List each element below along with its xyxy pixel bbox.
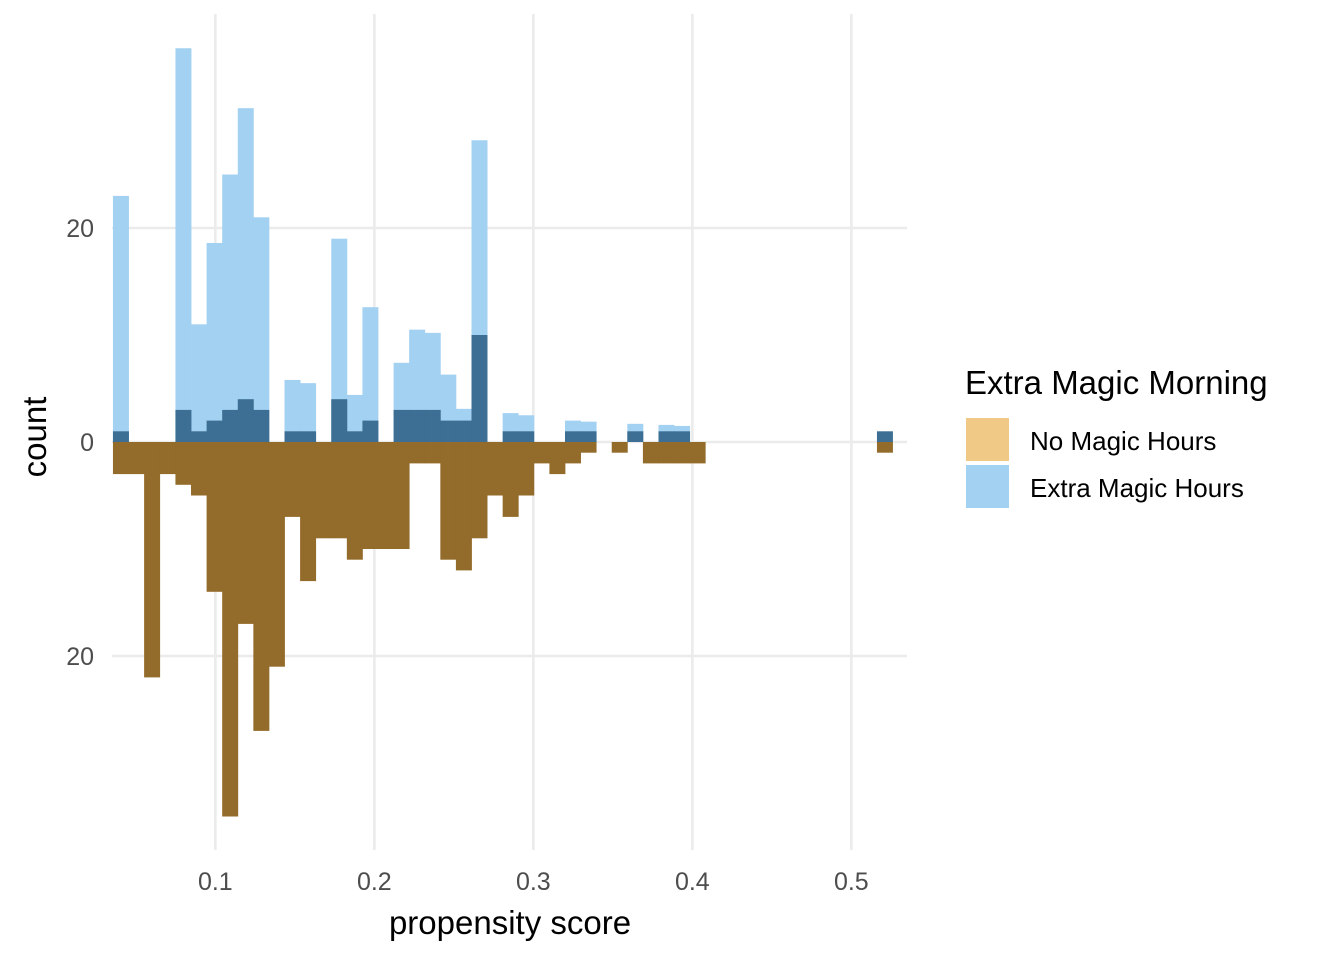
bar-series1-8 — [300, 431, 317, 442]
bar-series0-1 — [175, 48, 192, 443]
bar-series0-4 — [222, 174, 239, 442]
x-tick-label-0: 0.1 — [198, 868, 233, 896]
y-tick-label-2: 20 — [66, 643, 94, 671]
bar-series1-19 — [518, 431, 535, 442]
bar-series2-35 — [689, 442, 706, 464]
bar-series2-0 — [112, 442, 129, 475]
bar-series1-9 — [331, 399, 348, 442]
bar-series2-22 — [455, 442, 472, 571]
bar-series1-25 — [876, 431, 893, 442]
bar-series1-4 — [222, 409, 239, 442]
legend-label-extra-magic-hours: Extra Magic Hours — [1030, 473, 1244, 503]
bar-series0-0 — [112, 195, 129, 442]
bar-series2-4 — [175, 442, 192, 485]
x-tick-label-1: 0.2 — [357, 868, 392, 896]
x-axis-ticks: 0.1 0.2 0.3 0.4 0.5 — [198, 868, 869, 896]
bar-series1-5 — [237, 399, 254, 442]
bar-series0-12 — [362, 307, 379, 442]
legend-title: Extra Magic Morning — [965, 364, 1268, 401]
bar-series2-8 — [237, 442, 254, 624]
bar-series2-36 — [876, 442, 893, 453]
bar-series2-13 — [315, 442, 332, 539]
bar-series2-5 — [191, 442, 208, 496]
bar-series2-9 — [253, 442, 270, 731]
y-axis-ticks: 20 0 20 — [66, 215, 94, 671]
bar-series2-23 — [471, 442, 488, 539]
bar-series2-28 — [549, 442, 566, 475]
bar-series1-0 — [112, 431, 129, 442]
bar-series1-14 — [424, 409, 441, 442]
legend-swatch-no-magic-hours — [966, 418, 1009, 461]
bar-series2-2 — [144, 442, 161, 678]
bar-series1-23 — [658, 431, 675, 442]
bar-series1-1 — [175, 409, 192, 442]
bar-series0-7 — [284, 379, 301, 442]
y-tick-label-1: 0 — [80, 429, 94, 457]
bar-series2-11 — [284, 442, 301, 517]
bar-series0-10 — [331, 238, 348, 442]
bar-series2-15 — [346, 442, 363, 560]
bar-series2-25 — [502, 442, 519, 517]
bar-series0-11 — [346, 394, 363, 442]
bar-series0-6 — [253, 217, 270, 442]
bar-series1-7 — [284, 431, 301, 442]
bar-series2-17 — [378, 442, 394, 549]
bar-series2-29 — [564, 442, 581, 464]
bar-series1-3 — [206, 420, 223, 442]
bar-series2-30 — [580, 442, 597, 453]
bar-series1-15 — [440, 420, 457, 442]
bar-series2-27 — [533, 442, 550, 464]
bar-series2-20 — [424, 442, 441, 464]
bar-series1-6 — [253, 409, 270, 442]
legend-swatch-extra-magic-hours — [966, 465, 1009, 508]
bar-series1-12 — [393, 409, 410, 442]
bar-series2-14 — [331, 442, 348, 539]
bar-series2-33 — [658, 442, 675, 464]
bar-series2-18 — [393, 442, 410, 549]
bar-series2-16 — [362, 442, 379, 549]
bar-series2-1 — [128, 442, 145, 475]
bar-series2-21 — [440, 442, 457, 560]
x-tick-label-4: 0.5 — [834, 868, 869, 896]
y-axis-title: count — [16, 397, 53, 478]
bar-series0-3 — [206, 242, 223, 442]
bar-series2-7 — [222, 442, 239, 817]
bar-series0-5 — [237, 108, 254, 442]
bar-series1-20 — [564, 431, 581, 442]
x-tick-label-2: 0.3 — [516, 868, 551, 896]
bar-series0-8 — [300, 383, 317, 442]
y-tick-label-0: 20 — [66, 215, 94, 243]
bar-series1-2 — [191, 431, 208, 442]
bar-series2-34 — [674, 442, 691, 464]
bar-series2-3 — [159, 442, 176, 475]
bar-series1-16 — [455, 420, 472, 442]
bar-series0-2 — [191, 324, 208, 442]
bar-series1-13 — [409, 409, 426, 442]
bar-series2-26 — [518, 442, 535, 496]
bar-series2-19 — [409, 442, 426, 464]
bar-series1-22 — [627, 431, 644, 442]
bar-series1-10 — [346, 431, 363, 442]
bar-series2-10 — [268, 442, 285, 667]
bar-series2-6 — [206, 442, 223, 592]
histogram-bars — [112, 48, 893, 817]
x-tick-label-3: 0.4 — [675, 868, 710, 896]
bar-series1-18 — [502, 431, 519, 442]
x-axis-title: propensity score — [389, 904, 631, 941]
bar-series1-21 — [580, 431, 597, 442]
bar-series1-11 — [362, 420, 379, 442]
legend: Extra Magic Morning No Magic Hours Extra… — [965, 364, 1268, 508]
bar-series2-24 — [487, 442, 504, 496]
bar-series2-12 — [300, 442, 317, 582]
legend-label-no-magic-hours: No Magic Hours — [1030, 426, 1216, 456]
bar-series1-24 — [674, 431, 691, 442]
bar-series2-31 — [611, 442, 628, 453]
bar-series2-32 — [642, 442, 659, 464]
bar-series1-17 — [471, 335, 488, 442]
